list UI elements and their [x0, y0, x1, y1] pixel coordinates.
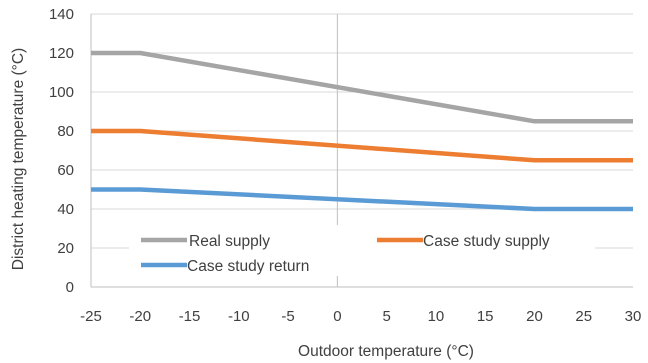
- y-tick-label: 40: [57, 201, 74, 218]
- x-tick-label: -20: [129, 308, 151, 325]
- y-tick-label: 80: [57, 123, 74, 140]
- y-tick-label: 0: [66, 279, 74, 296]
- series-lines: [91, 50, 633, 212]
- x-tick-label: 10: [428, 308, 445, 325]
- x-tick-label: 20: [526, 308, 543, 325]
- y-tick-label: 20: [57, 240, 74, 257]
- legend: Real supply Case study supply Case study…: [129, 225, 595, 276]
- tick-labels: 0 20 40 60 80 100 120 140 -25 -20 -15 -10 -5 0 5 10 15 20…: [49, 6, 641, 325]
- x-tick-label: 30: [625, 308, 642, 325]
- series-line-case-study-return: [91, 187, 633, 212]
- series-line-case-study-supply: [91, 128, 633, 163]
- y-tick-label: 120: [49, 45, 74, 62]
- x-tick-label: 15: [477, 308, 494, 325]
- y-tick-label: 60: [57, 162, 74, 179]
- x-tick-label: -5: [281, 308, 294, 325]
- x-tick-label: -10: [228, 308, 250, 325]
- gridlines: [91, 13, 633, 249]
- legend-label-case-study-return: Case study return: [187, 258, 309, 275]
- series-line-real-supply: [91, 50, 633, 124]
- legend-label-real-supply: Real supply: [189, 233, 270, 250]
- legend-label-case-study-supply: Case study supply: [423, 233, 550, 250]
- x-tick-label: -25: [80, 308, 102, 325]
- x-tick-label: 25: [575, 308, 592, 325]
- y-tick-label: 140: [49, 6, 74, 23]
- y-tick-label: 100: [49, 84, 74, 101]
- x-axis-title: Outdoor temperature (°C): [298, 343, 474, 360]
- legend-box: [129, 225, 595, 276]
- x-tick-label: 5: [382, 308, 390, 325]
- x-tick-label: -15: [179, 308, 201, 325]
- x-tick-label: 0: [333, 308, 341, 325]
- y-axis-title: District heating temperature (°C): [10, 48, 27, 270]
